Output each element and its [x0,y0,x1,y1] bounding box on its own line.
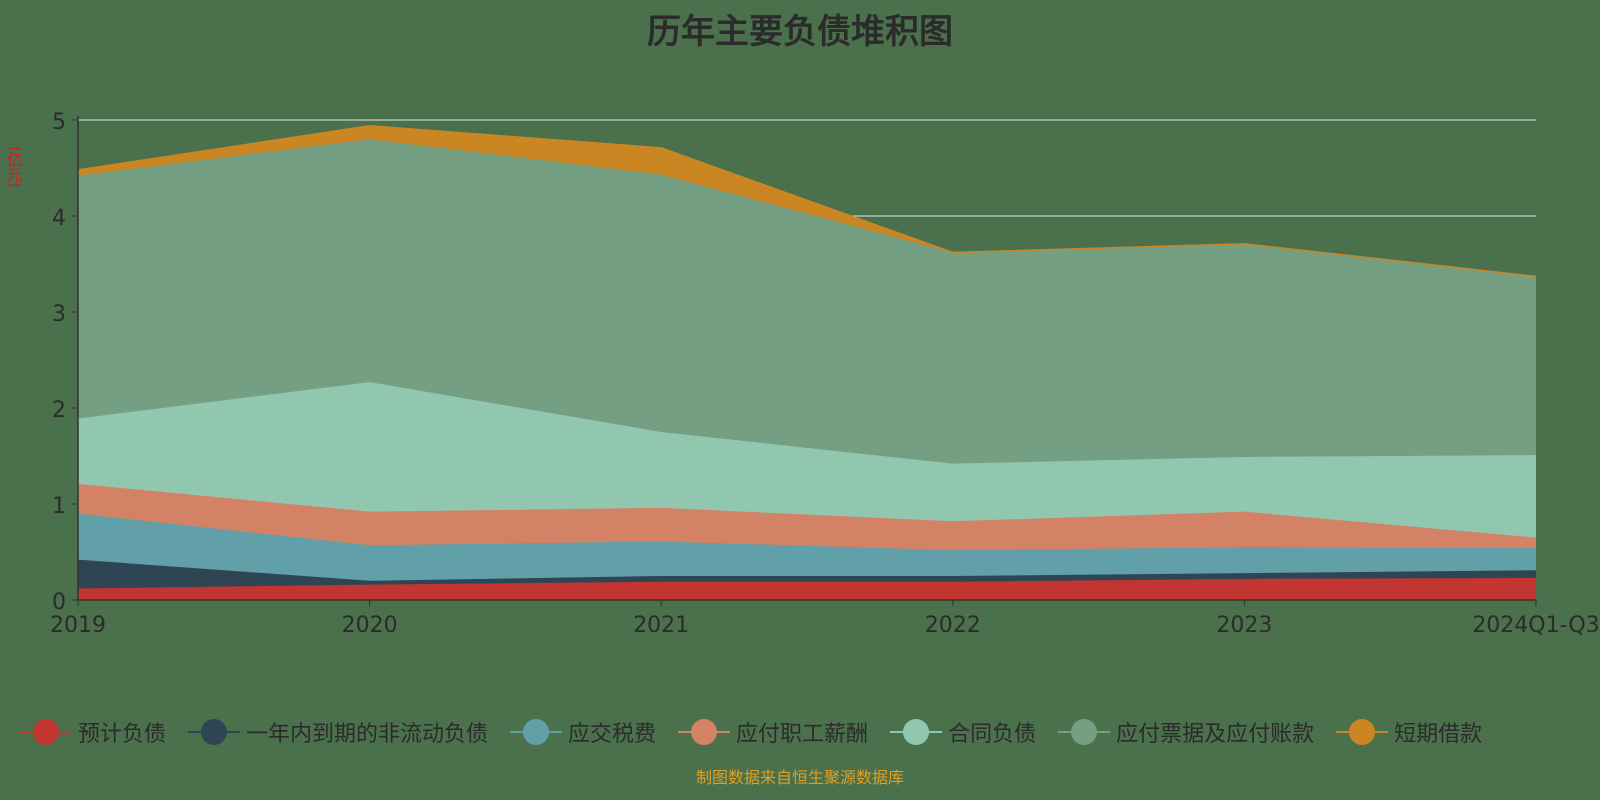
x-tick-label: 2021 [633,613,689,638]
x-tick-label: 2020 [342,613,398,638]
legend-item[interactable]: 应交税费 [510,716,656,748]
y-tick-label: 4 [52,206,66,231]
area-series-0 [78,577,1536,600]
area-series-3 [78,483,1536,551]
legend-label: 短期借款 [1394,722,1483,747]
y-tick-label: 2 [52,398,66,423]
x-tick-label: 2022 [925,613,981,638]
axes: 0 1 2 3 4 5 2019 2020 2021 2022 2023 2024Q1-Q3 [50,110,1600,638]
legend-item[interactable]: 应付职工薪酬 [678,716,868,748]
legend-marker-icon [1058,718,1111,746]
legend-marker-icon [188,718,241,746]
area-series-4 [78,382,1536,538]
area-series-5 [78,139,1536,464]
area-series-1 [78,559,1536,589]
legend-label: 应付职工薪酬 [736,722,869,747]
line-series-6 [77,125,1537,278]
legend-label: 应交税费 [568,722,657,747]
legend-label: 应付票据及应付账款 [1116,722,1315,747]
legend-item[interactable]: 合同负债 [890,716,1036,748]
legend-item[interactable]: 预计负债 [20,716,166,748]
legend-label: 预计负债 [78,722,167,747]
y-tick-label: 5 [52,110,66,135]
stacked-areas [77,125,1537,600]
source-note: 制图数据来自恒生聚源数据库 [695,768,904,787]
legend-item[interactable]: 一年内到期的非流动负债 [188,716,488,748]
legend-item[interactable]: 应付票据及应付账款 [1058,716,1314,748]
legend-marker-icon [1336,718,1389,746]
legend-label: 一年内到期的非流动负债 [246,722,489,747]
x-tick-label: 2024Q1-Q3 [1472,613,1599,638]
x-tick-label: 2023 [1216,613,1272,638]
area-series-2 [78,513,1536,581]
y-axis-unit: (亿元) [5,146,23,188]
legend-item[interactable]: 短期借款 [1336,716,1482,748]
legend-marker-icon [678,718,731,746]
legend-marker-icon [890,718,943,746]
y-tick-label: 3 [52,302,66,327]
legend-marker-icon [20,718,72,746]
area-series-6 [78,125,1536,277]
y-tick-label: 0 [52,590,66,615]
legend: 预计负债 一年内到期的非流动负债 应交税费 应付职工薪酬 合同负债 应付票据及应付账款 短期… [20,716,1600,748]
legend-label: 合同负债 [948,722,1037,747]
legend-marker-icon [510,718,563,746]
chart-title: 历年主要负债堆积图 [647,12,953,52]
x-tick-label: 2019 [50,613,106,638]
y-tick-label: 1 [52,494,66,519]
